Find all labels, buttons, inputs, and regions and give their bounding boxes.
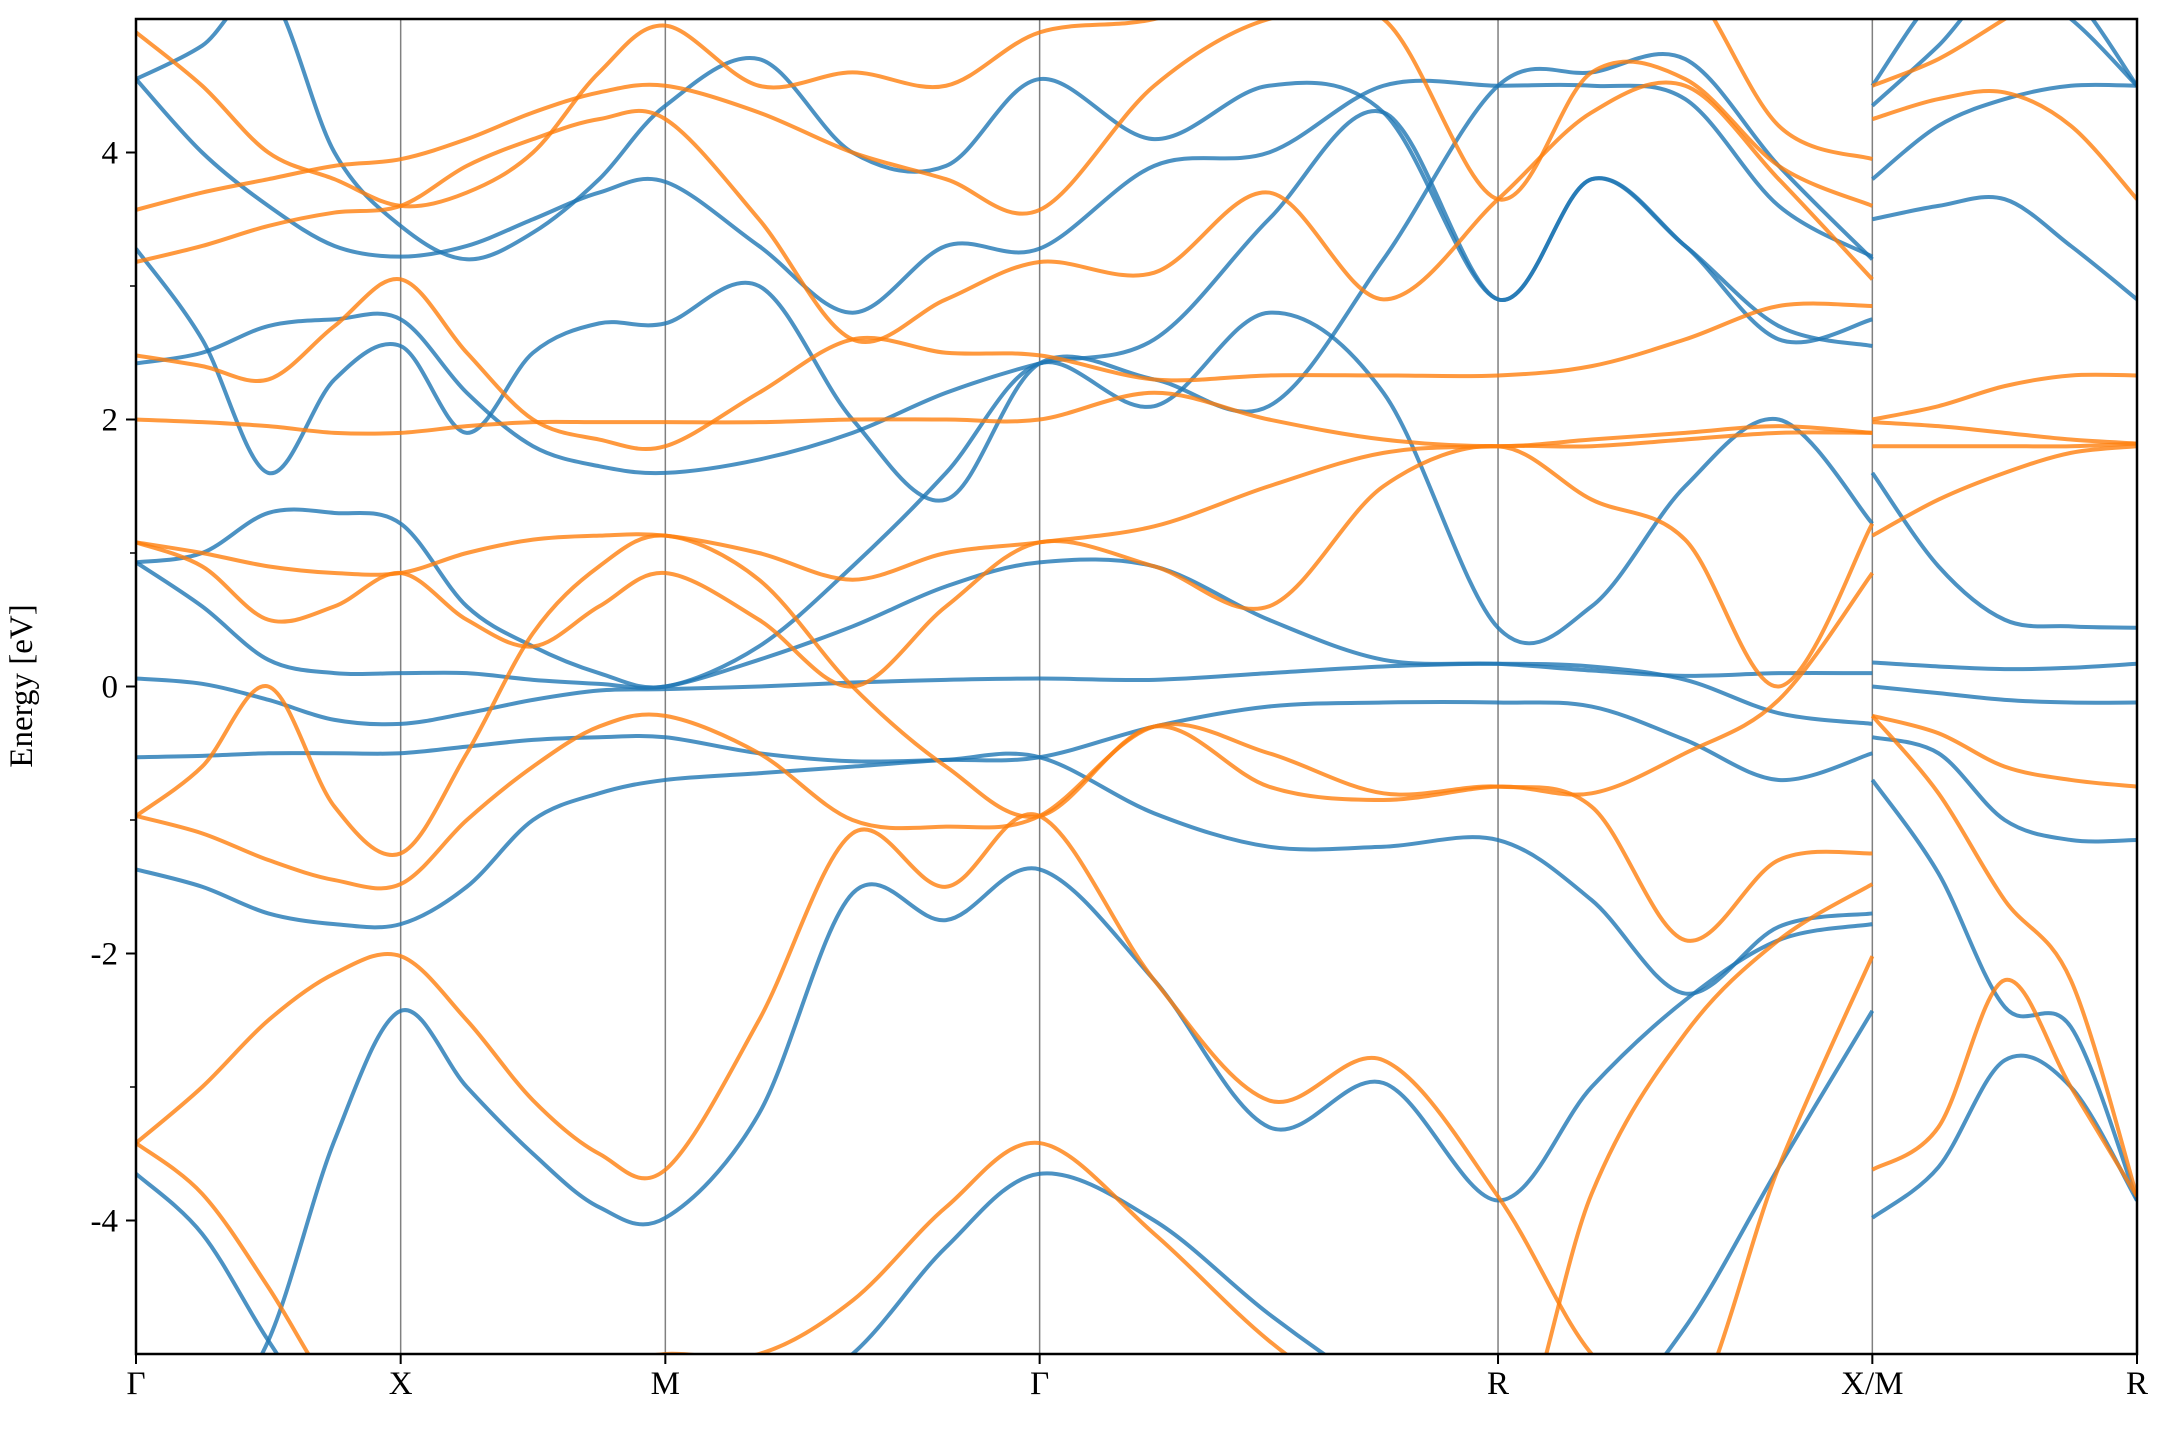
y-tick-label: 4 [102, 136, 119, 172]
x-tick-label: R [1487, 1366, 1509, 1402]
y-tick-label: -4 [91, 1204, 119, 1240]
x-tick-label: Γ [126, 1366, 145, 1402]
band-line [136, 420, 2137, 582]
band-line [136, 660, 2137, 727]
band-line [136, 684, 2137, 782]
band-line [136, 82, 2137, 476]
band-line [136, 19, 1873, 345]
x-tick-label: X/M [1841, 1366, 1903, 1402]
band-line [136, 471, 2137, 690]
band-line [136, 1009, 2137, 1354]
band-line [136, 194, 2137, 690]
band-line [136, 812, 2137, 1354]
band-line [136, 372, 2137, 449]
band-line [259, 778, 2137, 1354]
band-line [136, 19, 2137, 503]
bands [136, 19, 2137, 1354]
x-tick-label: R [2126, 1366, 2148, 1402]
band-line [136, 19, 1876, 216]
x-tick-label: Γ [1030, 1366, 1049, 1402]
band-line [136, 19, 2009, 344]
x-tick-label: M [651, 1366, 680, 1402]
y-tick-label: 2 [102, 403, 119, 439]
y-tick-label: 0 [102, 670, 119, 706]
band-line [136, 444, 2137, 857]
y-axis-label: Energy [eV] [4, 604, 40, 767]
band-line [136, 714, 2137, 1354]
band-line [136, 19, 1873, 209]
plot-frame [134, 17, 2139, 1356]
x-tick-label: X [389, 1366, 413, 1402]
y-tick-label: -2 [91, 937, 119, 973]
band-line [136, 88, 2137, 452]
band-line [136, 19, 2137, 315]
band-line [136, 712, 2137, 943]
